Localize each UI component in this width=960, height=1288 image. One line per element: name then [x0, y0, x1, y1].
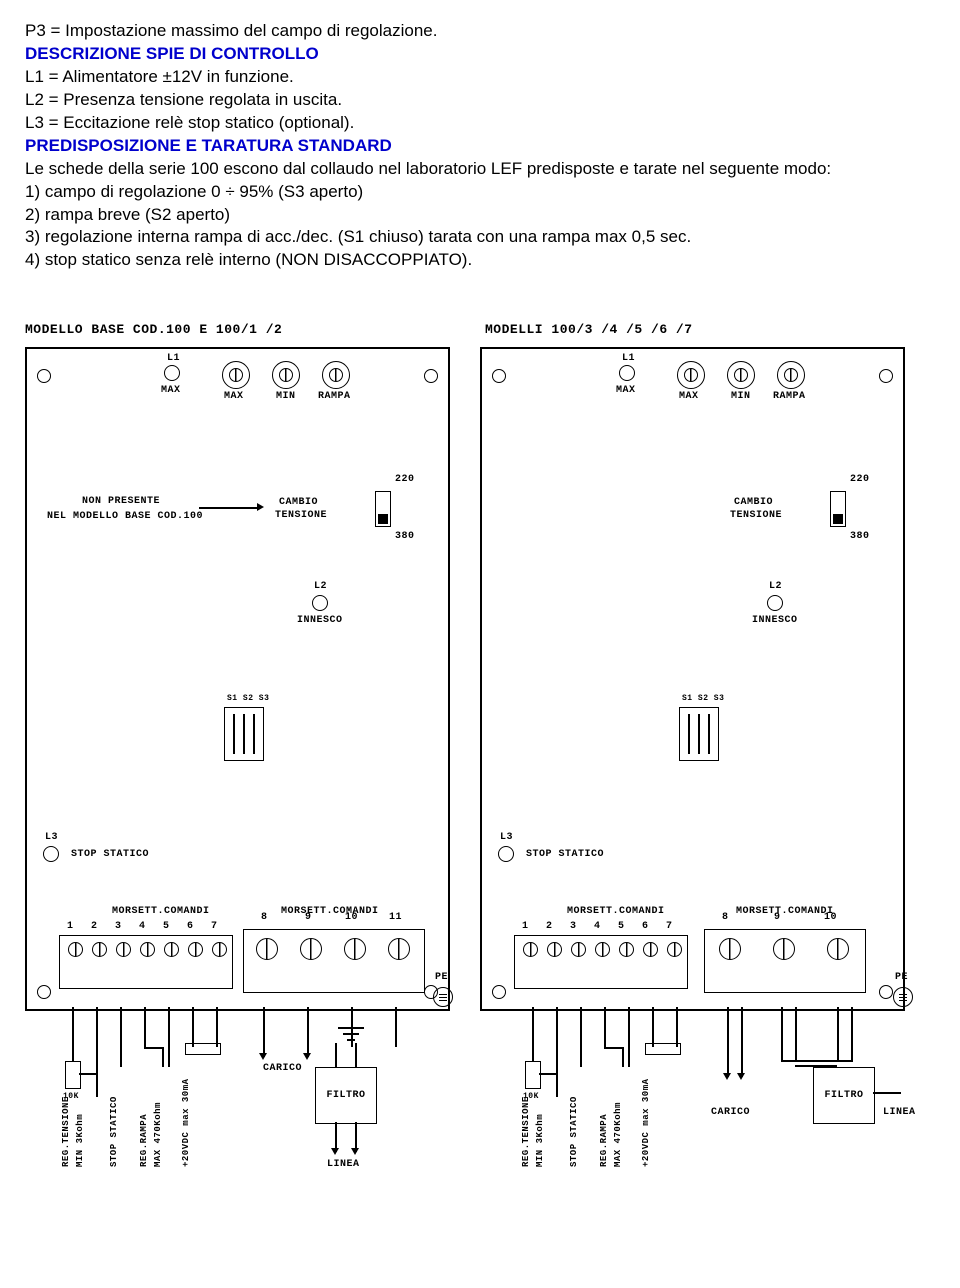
item-3: 3) regolazione interna rampa di acc./dec…	[25, 226, 935, 249]
item-4: 4) stop statico senza relè interno (NON …	[25, 249, 935, 272]
board-left: L1 MAX MAX MIN RAMPA 220 CAMBIO TENSIONE…	[25, 347, 450, 1011]
item-1: 1) campo di regolazione 0 ÷ 95% (S3 aper…	[25, 181, 935, 204]
line-l2: L2 = Presenza tensione regolata in uscit…	[25, 89, 935, 112]
heading-predisp: PREDISPOSIZIONE E TARATURA STANDARD	[25, 135, 935, 158]
line-l3: L3 = Eccitazione relè stop statico (opti…	[25, 112, 935, 135]
document-text: P3 = Impostazione massimo del campo di r…	[25, 20, 935, 272]
body-text: Le schede della serie 100 escono dal col…	[25, 158, 935, 181]
heading-spie: DESCRIZIONE SPIE DI CONTROLLO	[25, 43, 935, 66]
title-left: MODELLO BASE COD.100 E 100/1 /2	[25, 322, 282, 337]
board-right: L1 MAX MAX MIN RAMPA 220 CAMBIO TENSIONE…	[480, 347, 905, 1011]
item-2: 2) rampa breve (S2 aperto)	[25, 204, 935, 227]
line-p3: P3 = Impostazione massimo del campo di r…	[25, 20, 935, 43]
title-right: MODELLI 100/3 /4 /5 /6 /7	[485, 322, 693, 337]
diagram-area: MODELLO BASE COD.100 E 100/1 /2 MODELLI …	[25, 322, 935, 1177]
line-l1: L1 = Alimentatore ±12V in funzione.	[25, 66, 935, 89]
